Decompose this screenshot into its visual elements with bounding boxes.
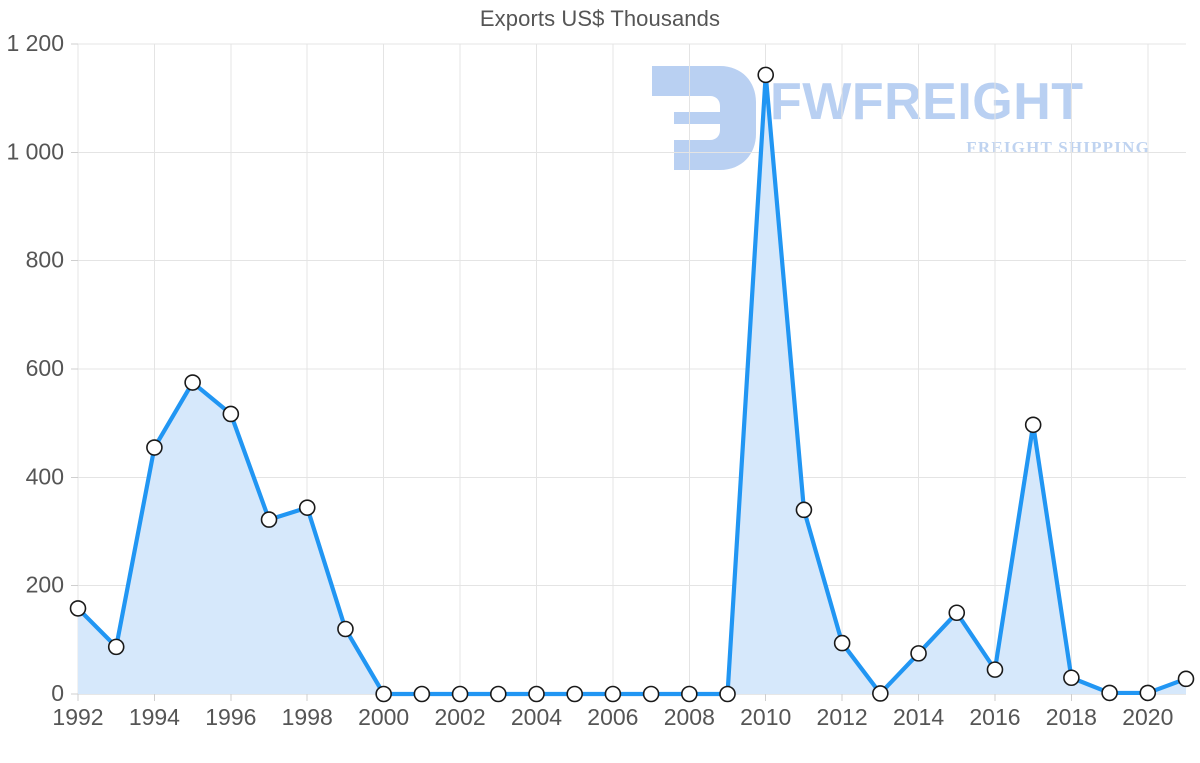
y-tick-label: 400 <box>26 463 64 489</box>
data-point-marker[interactable]: 2000: 0 <box>375 685 392 703</box>
x-tick-label: 2018 <box>1046 704 1097 730</box>
x-tick-label: 2016 <box>969 704 1020 730</box>
y-tick-label: 200 <box>26 572 64 598</box>
data-point-marker[interactable]: 2007: 0 <box>642 685 660 703</box>
data-point-marker[interactable]: 2005: 0 <box>566 685 583 703</box>
data-point-marker[interactable]: 2012: 94 <box>833 634 851 652</box>
x-tick-label: 2008 <box>664 704 715 730</box>
y-tick-label: 600 <box>26 355 64 381</box>
data-point-marker[interactable]: 2015: 150 <box>948 604 966 622</box>
data-point-marker[interactable]: 2017: 497 <box>1024 416 1042 434</box>
x-tick-label: 2006 <box>587 704 638 730</box>
x-tick-label: 1994 <box>129 704 180 730</box>
data-point-marker[interactable]: 2008: 0 <box>681 685 698 703</box>
data-point-marker[interactable]: 2016: 45 <box>986 661 1004 678</box>
chart-title: Exports US$ Thousands <box>479 6 721 31</box>
data-point-marker[interactable]: 1993: 87 <box>107 638 125 656</box>
data-point-marker[interactable]: 2013: 1 <box>872 685 889 702</box>
data-point-marker[interactable]: 2010: 1143 <box>757 66 775 84</box>
data-point-marker[interactable]: 2011: 340 <box>795 501 813 519</box>
data-point-marker[interactable]: 2003: 0 <box>489 685 507 703</box>
data-point-marker[interactable]: 2002: 0 <box>451 685 469 703</box>
x-tick-label: 1998 <box>282 704 333 730</box>
data-point-marker[interactable]: 1997: 322 <box>260 511 278 528</box>
data-point-marker[interactable]: 2004: 0 <box>528 685 545 703</box>
y-gridlines <box>78 43 1186 587</box>
x-axis-ticks: 1992 1994 1996 1998 2000 2002 2004 2006 2008 2010… <box>52 694 1173 730</box>
data-point-marker[interactable]: 2019: 2 <box>1101 684 1118 702</box>
series-markers: 1992: 158 1993: 87 1994: 455 1995: 575 1996:… <box>69 66 1195 703</box>
data-point-marker[interactable]: 2021: 28 <box>1177 670 1195 688</box>
data-point-marker[interactable]: 1992: 158 <box>69 600 87 617</box>
data-point-marker[interactable]: 2018: 30 <box>1063 669 1080 687</box>
x-tick-label: 2000 <box>358 704 409 730</box>
y-tick-label: 800 <box>26 247 64 273</box>
y-tick-label: 1 000 <box>6 138 64 164</box>
x-tick-label: 2012 <box>817 704 868 730</box>
x-tick-label: 1992 <box>52 704 103 730</box>
data-point-marker[interactable]: 2009: 0 <box>719 685 736 703</box>
x-tick-label: 2002 <box>434 704 485 730</box>
data-point-marker[interactable]: 2014: 75 <box>910 645 927 662</box>
data-point-marker[interactable]: 2006: 0 <box>604 685 622 703</box>
data-point-marker[interactable]: 1998: 344 <box>298 499 316 516</box>
x-tick-label: 2010 <box>740 704 791 730</box>
y-tick-label: 1 200 <box>6 30 64 56</box>
data-point-marker[interactable]: 1995: 575 <box>184 374 201 391</box>
y-tick-label: 0 <box>51 680 64 706</box>
x-tick-label: 1996 <box>205 704 256 730</box>
series-area-fill <box>78 74 1186 694</box>
data-point-marker[interactable]: 1996: 517 <box>222 405 240 423</box>
data-point-marker[interactable]: 1999: 120 <box>337 620 354 638</box>
data-point-marker[interactable]: 2020: 2 <box>1139 684 1157 702</box>
x-tick-label: 2020 <box>1122 704 1173 730</box>
y-axis-ticks: 0 200 400 600 800 1 000 1 200 <box>6 30 78 706</box>
x-tick-label: 2014 <box>893 704 944 730</box>
x-tick-label: 2004 <box>511 704 562 730</box>
series-line <box>75 72 1189 697</box>
data-point-marker[interactable]: 1994: 455 <box>146 439 163 456</box>
